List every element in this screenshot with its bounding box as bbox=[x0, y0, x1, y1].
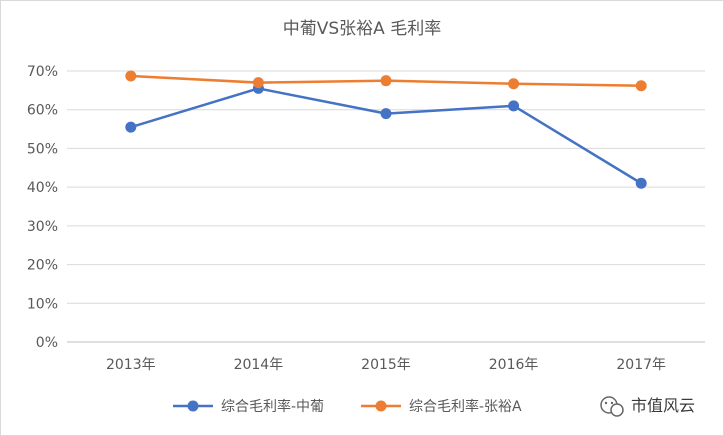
legend-label: 综合毛利率-中葡 bbox=[221, 398, 324, 415]
y-axis-ticks: 0% 10% 20% 30% 40% 50% 60% 70% bbox=[27, 64, 58, 351]
legend-item: 综合毛利率-中葡 bbox=[173, 398, 324, 415]
data-point bbox=[125, 70, 137, 82]
wechat-account-icon bbox=[600, 396, 624, 417]
legend-marker bbox=[375, 400, 387, 412]
data-point bbox=[635, 80, 647, 92]
y-tick-label: 60% bbox=[27, 103, 58, 119]
y-tick-label: 0% bbox=[36, 335, 58, 351]
data-point bbox=[635, 177, 647, 189]
data-point bbox=[508, 78, 520, 90]
x-tick-label: 2014年 bbox=[234, 357, 284, 373]
x-axis-ticks: 2013年 2014年 2015年 2016年 2017年 bbox=[106, 357, 666, 373]
data-point bbox=[125, 121, 137, 133]
y-tick-label: 30% bbox=[27, 219, 58, 235]
y-tick-label: 20% bbox=[27, 258, 58, 274]
x-tick-label: 2013年 bbox=[106, 357, 156, 373]
legend-label: 综合毛利率-张裕A bbox=[409, 398, 522, 415]
chart-title: 中葡VS张裕A 毛利率 bbox=[283, 19, 441, 39]
x-tick-label: 2017年 bbox=[616, 357, 666, 373]
legend-item: 综合毛利率-张裕A bbox=[361, 398, 522, 415]
y-tick-label: 10% bbox=[27, 296, 58, 312]
series-1 bbox=[125, 82, 647, 189]
legend: 综合毛利率-中葡 综合毛利率-张裕A bbox=[173, 398, 522, 415]
data-point bbox=[380, 108, 392, 120]
y-tick-label: 40% bbox=[27, 180, 58, 196]
series-line bbox=[130, 87, 642, 185]
data-point bbox=[252, 77, 264, 89]
y-tick-label: 50% bbox=[27, 141, 58, 157]
data-point bbox=[380, 75, 392, 87]
data-point bbox=[508, 100, 520, 112]
series-layer bbox=[125, 70, 647, 189]
watermark: 市值风云 bbox=[600, 396, 695, 417]
legend-marker bbox=[187, 400, 199, 412]
gridlines bbox=[67, 70, 705, 343]
series-2 bbox=[125, 70, 647, 92]
x-tick-label: 2016年 bbox=[489, 357, 539, 373]
y-tick-label: 70% bbox=[27, 64, 58, 80]
x-tick-label: 2015年 bbox=[361, 357, 411, 373]
watermark-text: 市值风云 bbox=[631, 396, 695, 415]
